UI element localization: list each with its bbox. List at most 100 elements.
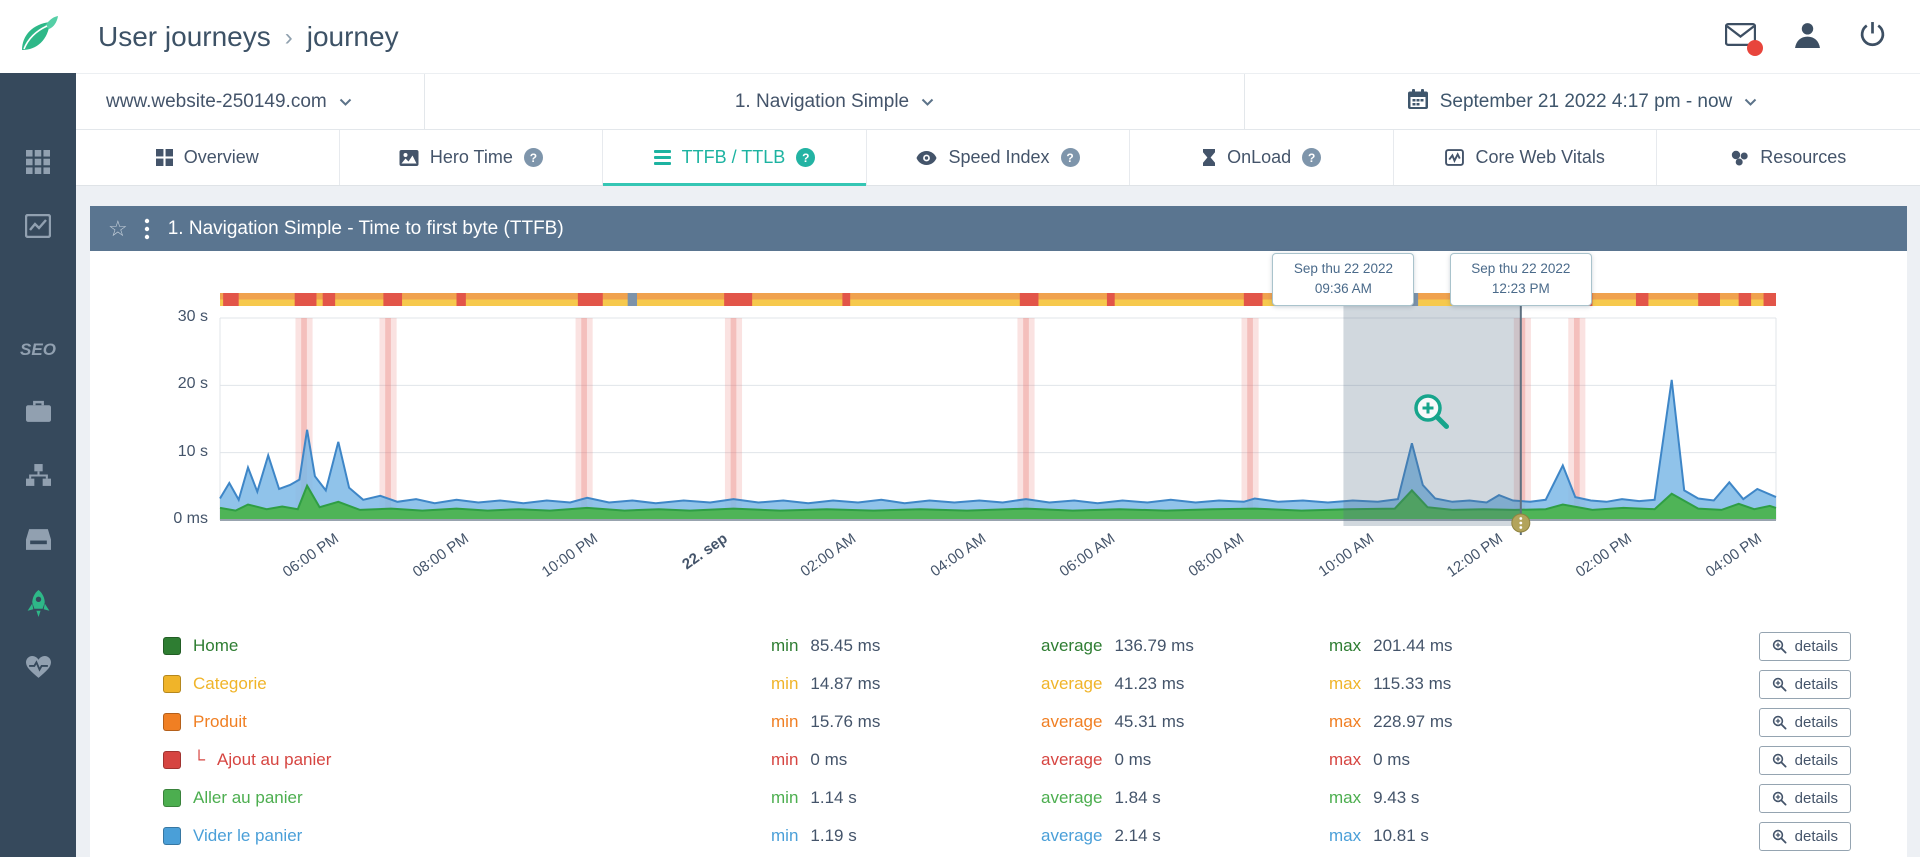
- magnifier-icon: [1772, 829, 1787, 844]
- sidebar-item-seo[interactable]: SEO: [0, 337, 76, 363]
- daterange-selector[interactable]: September 21 2022 4:17 pm - now: [1245, 74, 1920, 129]
- series-swatch: [163, 789, 181, 807]
- max-label: max: [1329, 712, 1362, 731]
- chart-canvas[interactable]: [90, 251, 1907, 601]
- briefcase-icon: [25, 400, 51, 428]
- series-label[interactable]: Aller au panier: [193, 788, 303, 807]
- scenario-selector[interactable]: 1. Navigation Simple: [425, 74, 1245, 129]
- help-icon[interactable]: ?: [1060, 148, 1080, 167]
- tab-overview[interactable]: Overview: [76, 130, 340, 185]
- sidebar-item-archive[interactable]: [0, 529, 76, 555]
- tab-resources[interactable]: Resources: [1657, 130, 1920, 185]
- min-value: 85.45 ms: [810, 636, 881, 655]
- magnifier-icon: [1772, 753, 1787, 768]
- series-label[interactable]: Vider le panier: [193, 826, 303, 845]
- selection-tooltip: Sep thu 22 2022 12:23 PM: [1449, 253, 1592, 306]
- series-swatch: [163, 637, 181, 655]
- account-button[interactable]: [1794, 21, 1821, 53]
- sidebar-item-analytics[interactable]: [0, 213, 76, 241]
- help-icon[interactable]: ?: [1302, 148, 1322, 167]
- sidebar-item-sitemap[interactable]: [0, 464, 76, 492]
- min-value: 0 ms: [810, 750, 848, 769]
- details-button-label: details: [1794, 789, 1838, 807]
- kebab-menu-icon[interactable]: [144, 218, 150, 240]
- details-button-label: details: [1794, 713, 1838, 731]
- details-button[interactable]: details: [1758, 783, 1851, 813]
- sidebar-item-projects[interactable]: [0, 400, 76, 428]
- min-label: min: [771, 674, 799, 693]
- tab-core-web-vitals[interactable]: Core Web Vitals: [1394, 130, 1658, 185]
- chevron-down-icon: [921, 91, 934, 113]
- max-value: 228.97 ms: [1373, 712, 1453, 731]
- user-icon: [1794, 21, 1821, 53]
- max-label: max: [1329, 636, 1362, 655]
- series-label[interactable]: Produit: [193, 712, 247, 731]
- tab-hero-time[interactable]: Hero Time?: [340, 130, 604, 185]
- tab-onload[interactable]: OnLoad?: [1130, 130, 1394, 185]
- average-label: average: [1041, 750, 1103, 769]
- favorite-star-icon[interactable]: ☆: [108, 215, 128, 241]
- breadcrumb-current: journey: [306, 20, 399, 52]
- min-label: min: [771, 712, 799, 731]
- breadcrumb-root[interactable]: User journeys: [98, 20, 271, 52]
- daterange-value: September 21 2022 4:17 pm - now: [1439, 90, 1733, 112]
- breadcrumb-separator: ›: [284, 24, 293, 51]
- min-value: 1.14 s: [810, 788, 857, 807]
- average-value: 0 ms: [1114, 750, 1152, 769]
- min-value: 14.87 ms: [810, 674, 881, 693]
- series-swatch: [163, 675, 181, 693]
- onload-icon: [1202, 149, 1216, 166]
- power-icon: [1859, 21, 1886, 53]
- legend-row-produit: Produit min 15.76 ms average 45.31 ms max 228.…: [163, 703, 1851, 741]
- min-label: min: [771, 750, 799, 769]
- average-value: 45.31 ms: [1114, 712, 1185, 731]
- sidebar-item-user-journeys[interactable]: [0, 590, 76, 619]
- chart-card-header: ☆ 1. Navigation Simple - Time to first b…: [90, 206, 1907, 251]
- magnifier-icon: [1772, 715, 1787, 730]
- zoom-selection-icon[interactable]: [1411, 391, 1453, 438]
- tab-label: OnLoad: [1227, 147, 1292, 167]
- sidebar-item-apps[interactable]: [0, 149, 76, 177]
- details-button[interactable]: details: [1758, 707, 1851, 737]
- details-button[interactable]: details: [1758, 669, 1851, 699]
- average-value: 2.14 s: [1114, 826, 1161, 845]
- tab-label: Hero Time: [429, 147, 513, 167]
- logout-button[interactable]: [1859, 21, 1886, 53]
- topbar-actions: [1724, 21, 1886, 56]
- average-value: 41.23 ms: [1114, 674, 1185, 693]
- speed-index-icon: [916, 150, 937, 165]
- series-label[interactable]: Home: [193, 636, 239, 655]
- max-label: max: [1329, 788, 1362, 807]
- sitemap-icon: [25, 464, 51, 492]
- messages-button[interactable]: [1724, 22, 1763, 56]
- details-button[interactable]: details: [1758, 631, 1851, 661]
- tab-speed-index[interactable]: Speed Index?: [867, 130, 1131, 185]
- main-column: User journeys › journey: [76, 0, 1920, 857]
- max-label: max: [1329, 826, 1362, 845]
- series-label[interactable]: Ajout au panier: [217, 750, 332, 769]
- series-label[interactable]: Categorie: [193, 674, 267, 693]
- magnifier-icon: [1772, 791, 1787, 806]
- series-swatch: [163, 827, 181, 845]
- selection-tooltip: Sep thu 22 2022 09:36 AM: [1272, 253, 1415, 306]
- legend-row-ajout-au-panier: └ Ajout au panier min 0 ms average 0 ms max 0 m…: [163, 741, 1851, 779]
- notification-badge: [1747, 39, 1763, 56]
- app-logo[interactable]: [0, 0, 76, 73]
- tab-ttfb-ttlb[interactable]: TTFB / TTLB?: [603, 130, 867, 186]
- details-button[interactable]: details: [1758, 745, 1851, 775]
- max-value: 201.44 ms: [1373, 636, 1453, 655]
- chart-legend: Home min 85.45 ms average 136.79 ms max 201.44…: [90, 601, 1907, 855]
- details-button[interactable]: details: [1758, 821, 1851, 851]
- average-label: average: [1041, 826, 1103, 845]
- chevron-down-icon: [339, 91, 352, 113]
- tab-label: Speed Index: [948, 147, 1050, 167]
- help-icon[interactable]: ?: [796, 148, 816, 167]
- content-area: ☆ 1. Navigation Simple - Time to first b…: [76, 186, 1920, 857]
- chart-card: ☆ 1. Navigation Simple - Time to first b…: [90, 206, 1907, 857]
- min-value: 15.76 ms: [810, 712, 881, 731]
- help-icon[interactable]: ?: [523, 148, 543, 167]
- details-button-label: details: [1794, 675, 1838, 693]
- sidebar-item-health[interactable]: [0, 656, 76, 683]
- site-selector[interactable]: www.website-250149.com: [76, 74, 425, 129]
